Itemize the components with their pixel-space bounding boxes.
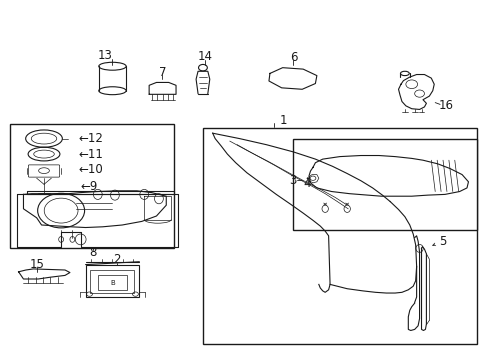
Text: B: B: [110, 280, 115, 285]
Bar: [85, 265, 139, 297]
Bar: [203, 128, 476, 344]
Text: ←11: ←11: [78, 148, 102, 161]
Text: ←10: ←10: [78, 163, 102, 176]
Text: 13: 13: [98, 49, 112, 62]
Bar: [90, 270, 134, 293]
Text: ←9: ←9: [80, 180, 98, 193]
Bar: [98, 275, 127, 290]
Text: 2: 2: [113, 253, 121, 266]
Text: 7: 7: [158, 66, 166, 78]
Text: ←12: ←12: [78, 132, 102, 145]
Text: 5: 5: [438, 235, 446, 248]
Text: 3: 3: [288, 174, 296, 186]
Bar: [293, 139, 476, 230]
Text: 1: 1: [279, 114, 287, 127]
Text: 4: 4: [303, 177, 310, 190]
Text: 15: 15: [29, 258, 44, 271]
Text: 6: 6: [289, 51, 297, 64]
Bar: [10, 124, 173, 248]
Text: 16: 16: [438, 99, 452, 112]
Text: 14: 14: [198, 50, 212, 63]
Text: 8: 8: [89, 246, 97, 259]
